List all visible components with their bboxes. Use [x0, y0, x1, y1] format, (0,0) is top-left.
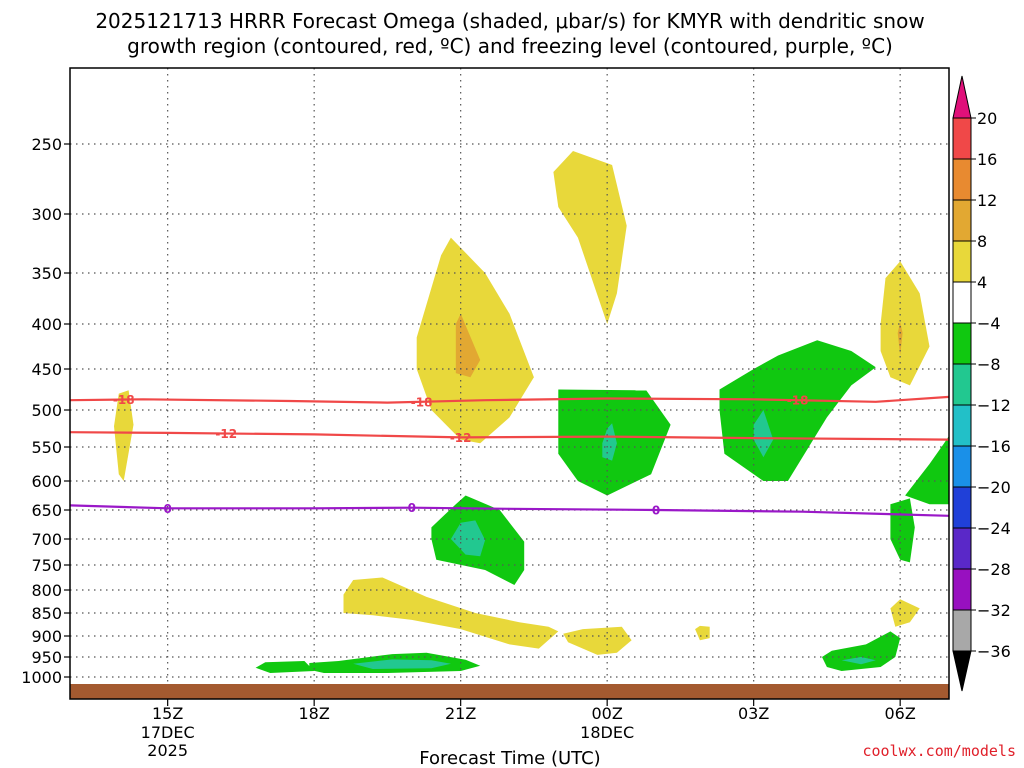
colorbar-swatch--4--8 — [952, 322, 972, 365]
y-tick-label-1000: 1000 — [21, 668, 62, 687]
y-tick-label-650: 650 — [31, 501, 62, 520]
y-tick-label-700: 700 — [31, 530, 62, 549]
x-tick-year-15Z: 2025 — [147, 741, 188, 760]
y-axis: 250 300 350 400 450 500 550 600 650 700 750 800 850 9… — [21, 135, 70, 687]
y-tick-label-400: 400 — [31, 315, 62, 334]
contour-label-dgz-minus12-0: -12 — [215, 427, 237, 441]
omega-region-upward-550-teal — [602, 423, 617, 461]
y-tick-label-800: 800 — [31, 581, 62, 600]
colorbar-label--8: −8 — [977, 355, 1001, 374]
x-tick-label-03Z: 03Z — [738, 704, 769, 723]
gridlines — [70, 68, 949, 699]
y-tick-label-750: 750 — [31, 556, 62, 575]
omega-region-upward-700-teal — [450, 520, 486, 557]
omega-region-downward-880-small — [695, 625, 710, 641]
colorbar: 20 16 12 8 4 −4 −8 −12 −16 −20 −24 −28 −32 −36 — [952, 75, 1011, 692]
omega-region-upward-950-teal — [841, 657, 876, 665]
omega-region-downward-300-yellow — [553, 151, 627, 324]
colorbar-swatch-4--4 — [952, 281, 972, 324]
ground-terrain — [70, 684, 949, 699]
y-tick-label-300: 300 — [31, 205, 62, 224]
x-tick-date-00Z: 18DEC — [580, 723, 634, 742]
omega-region-downward-1450-yellow — [114, 390, 134, 481]
colorbar-swatch--12--16 — [952, 404, 972, 447]
colorbar-swatch--16--20 — [952, 445, 972, 488]
contour-freezing-level — [70, 504, 949, 517]
contour-label-dgz-minus18-2: -18 — [787, 394, 809, 408]
y-tick-label-900: 900 — [31, 627, 62, 646]
omega-region-upward-500-teal — [753, 410, 774, 458]
colorbar-swatch--28--32 — [952, 568, 972, 611]
contour-label-freezing-level-2: 0 — [652, 504, 660, 518]
contour-dgz-minus18 — [70, 395, 949, 404]
colorbar-swatch--8--12 — [952, 363, 972, 406]
colorbar-label--32: −32 — [977, 601, 1011, 620]
contour-label-dgz-minus18-1: -18 — [411, 395, 433, 409]
colorbar-label--24: −24 — [977, 519, 1011, 538]
y-tick-label-600: 600 — [31, 472, 62, 491]
colorbar-swatch-20-16 — [952, 117, 972, 160]
y-tick-label-550: 550 — [31, 438, 62, 457]
contour-label-dgz-minus18-0: -18 — [113, 393, 135, 407]
colorbar-swatch-12-8 — [952, 199, 972, 242]
colorbar-label--20: −20 — [977, 478, 1011, 497]
x-tick-date-15Z: 17DEC — [141, 723, 195, 742]
omega-region-downward-400-right-yellow — [880, 261, 930, 386]
colorbar-bottom-triangle — [952, 650, 972, 692]
credit-link[interactable]: coolwx.com/models — [862, 742, 1016, 760]
omega-region-upward-1000-left — [255, 661, 315, 673]
colorbar-label--12: −12 — [977, 396, 1011, 415]
y-tick-label-250: 250 — [31, 135, 62, 154]
colorbar-swatch--32--36 — [952, 609, 972, 652]
contour-dgz-minus12 — [70, 431, 949, 441]
y-tick-label-450: 450 — [31, 360, 62, 379]
colorbar-label-16: 16 — [977, 150, 997, 169]
colorbar-label-20: 20 — [977, 109, 997, 128]
colorbar-label-8: 8 — [977, 232, 987, 251]
contour-lines: -18 -18 -18 -12 -12 0 0 0 — [70, 393, 949, 518]
omega-region-downward-850-yellow — [343, 577, 559, 649]
omega-region-downward-400-yellow — [416, 237, 534, 444]
omega-region-upward-950-green — [822, 631, 901, 671]
colorbar-label--36: −36 — [977, 642, 1011, 661]
colorbar-label--4: −4 — [977, 314, 1001, 333]
contour-label-freezing-level-1: 0 — [408, 501, 416, 515]
omega-region-downward-400-orange — [455, 313, 481, 378]
contour-label-freezing-level-0: 0 — [163, 502, 171, 516]
y-tick-label-350: 350 — [31, 264, 62, 283]
x-tick-label-06Z: 06Z — [885, 704, 916, 723]
x-axis-title: Forecast Time (UTC) — [419, 748, 600, 768]
contour-label-dgz-minus12-1: -12 — [450, 431, 472, 445]
x-tick-label-15Z: 15Z — [152, 704, 183, 723]
colorbar-swatch-8-4 — [952, 240, 972, 283]
y-tick-label-500: 500 — [31, 401, 62, 420]
colorbar-label-12: 12 — [977, 191, 997, 210]
y-tick-label-950: 950 — [31, 648, 62, 667]
chart-title-line2: growth region (contoured, red, ºC) and f… — [127, 34, 893, 58]
omega-shading — [114, 151, 949, 673]
omega-region-upward-right-edge — [905, 435, 949, 505]
chart-title-line1: 2025121713 HRRR Forecast Omega (shaded, … — [95, 9, 924, 33]
x-tick-label-00Z: 00Z — [592, 704, 623, 723]
x-tick-label-18Z: 18Z — [299, 704, 330, 723]
x-tick-label-21Z: 21Z — [445, 704, 476, 723]
colorbar-label-4: 4 — [977, 273, 987, 292]
plot-frame — [69, 67, 950, 700]
colorbar-swatch-16-12 — [952, 158, 972, 201]
omega-region-downward-900-yellow — [563, 626, 632, 655]
colorbar-swatch--20--24 — [952, 486, 972, 529]
colorbar-label--16: −16 — [977, 437, 1011, 456]
colorbar-label--28: −28 — [977, 560, 1011, 579]
colorbar-swatch--24--28 — [952, 527, 972, 570]
omega-region-upward-1000-teal — [353, 659, 451, 669]
y-tick-label-850: 850 — [31, 604, 62, 623]
